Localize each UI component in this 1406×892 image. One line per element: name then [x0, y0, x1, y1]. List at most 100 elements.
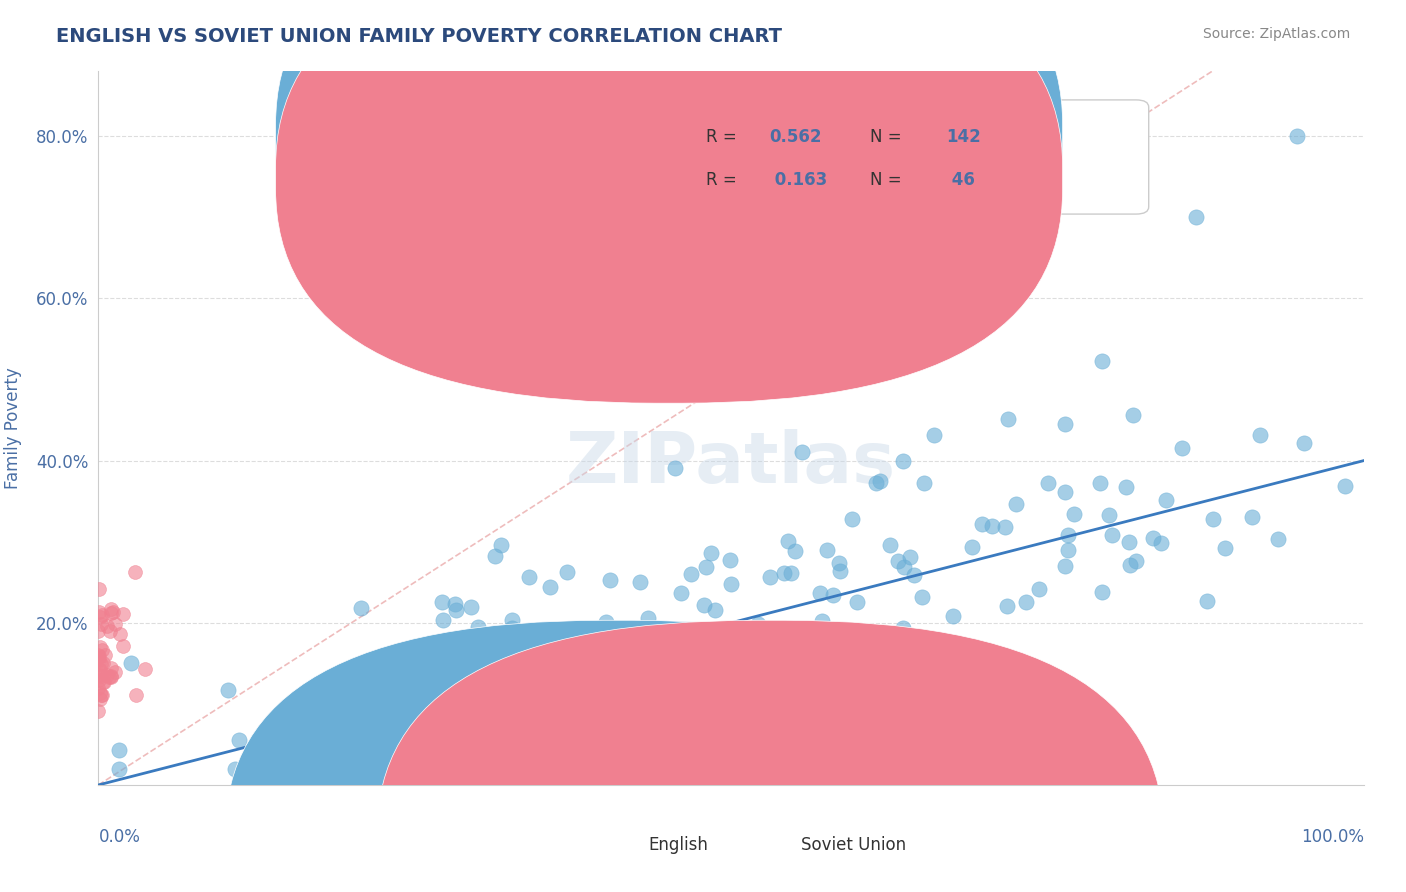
English [720, 576, 742, 591]
Soviet Union [94, 648, 117, 662]
English [1054, 485, 1077, 500]
English [1119, 558, 1142, 572]
Soviet Union [87, 651, 110, 665]
English [1091, 353, 1114, 368]
English [922, 428, 945, 442]
FancyBboxPatch shape [377, 620, 1164, 892]
Soviet Union [87, 705, 110, 719]
English [1101, 527, 1123, 541]
English [718, 553, 741, 567]
English [695, 709, 717, 723]
FancyBboxPatch shape [276, 0, 1063, 360]
Text: 142: 142 [946, 128, 981, 146]
Soviet Union [93, 675, 115, 690]
English [1249, 427, 1271, 442]
English [415, 697, 437, 711]
Soviet Union [90, 608, 112, 623]
English [785, 697, 807, 711]
English [879, 538, 901, 552]
English [841, 512, 863, 526]
English [869, 474, 891, 488]
English [557, 565, 579, 579]
English [501, 621, 523, 635]
English [623, 676, 645, 690]
Soviet Union [87, 648, 110, 662]
English [1005, 497, 1028, 511]
English [713, 624, 735, 639]
English [783, 544, 806, 558]
Text: 0.163: 0.163 [769, 171, 827, 189]
Text: Source: ZipAtlas.com: Source: ZipAtlas.com [1202, 27, 1350, 41]
English [1015, 595, 1038, 609]
English [776, 533, 799, 548]
Text: Soviet Union: Soviet Union [801, 836, 905, 854]
English [538, 580, 561, 594]
Soviet Union [100, 670, 122, 684]
English [1090, 585, 1112, 599]
English [565, 662, 588, 676]
English [515, 668, 537, 682]
Soviet Union [124, 565, 146, 579]
English [350, 600, 373, 615]
Soviet Union [87, 648, 110, 663]
English [828, 556, 851, 570]
English [821, 588, 844, 602]
English [579, 706, 602, 720]
Soviet Union [96, 668, 118, 682]
English [845, 595, 868, 609]
English [997, 411, 1019, 425]
Soviet Union [87, 673, 110, 687]
Soviet Union [87, 668, 110, 682]
Text: 46: 46 [946, 171, 976, 189]
FancyBboxPatch shape [225, 620, 1012, 892]
English [583, 623, 606, 637]
English [759, 570, 782, 584]
English [246, 752, 269, 766]
Soviet Union [100, 602, 122, 616]
English [541, 753, 564, 767]
English [830, 564, 852, 578]
Soviet Union [103, 605, 125, 619]
English [815, 543, 838, 558]
English [936, 679, 959, 693]
English [1056, 542, 1078, 557]
English [368, 717, 391, 731]
English [1038, 475, 1060, 490]
English [108, 743, 131, 757]
English [790, 445, 813, 459]
English [810, 615, 832, 629]
Soviet Union [125, 688, 148, 702]
English [429, 636, 451, 650]
English [1294, 435, 1316, 450]
English [517, 570, 540, 584]
English [595, 615, 617, 629]
Soviet Union [89, 610, 111, 624]
English [224, 762, 246, 776]
English [520, 682, 543, 697]
FancyBboxPatch shape [617, 100, 1149, 214]
English [1185, 211, 1208, 225]
English [664, 460, 686, 475]
English [432, 613, 454, 627]
English [1154, 493, 1177, 508]
English [599, 573, 621, 587]
Soviet Union [87, 605, 110, 619]
Soviet Union [100, 606, 122, 620]
English [972, 517, 994, 532]
English [962, 540, 984, 554]
English [699, 546, 721, 560]
English [398, 681, 420, 696]
Soviet Union [87, 662, 110, 676]
Text: 0.562: 0.562 [769, 128, 821, 146]
English [1334, 479, 1357, 493]
English [489, 538, 512, 552]
English [460, 600, 482, 615]
Y-axis label: Family Poverty: Family Poverty [4, 368, 22, 489]
FancyBboxPatch shape [276, 0, 1063, 403]
Text: 0.0%: 0.0% [98, 828, 141, 846]
Soviet Union [90, 688, 112, 702]
English [217, 682, 239, 697]
English [692, 598, 714, 612]
English [886, 553, 908, 567]
English [531, 671, 554, 685]
